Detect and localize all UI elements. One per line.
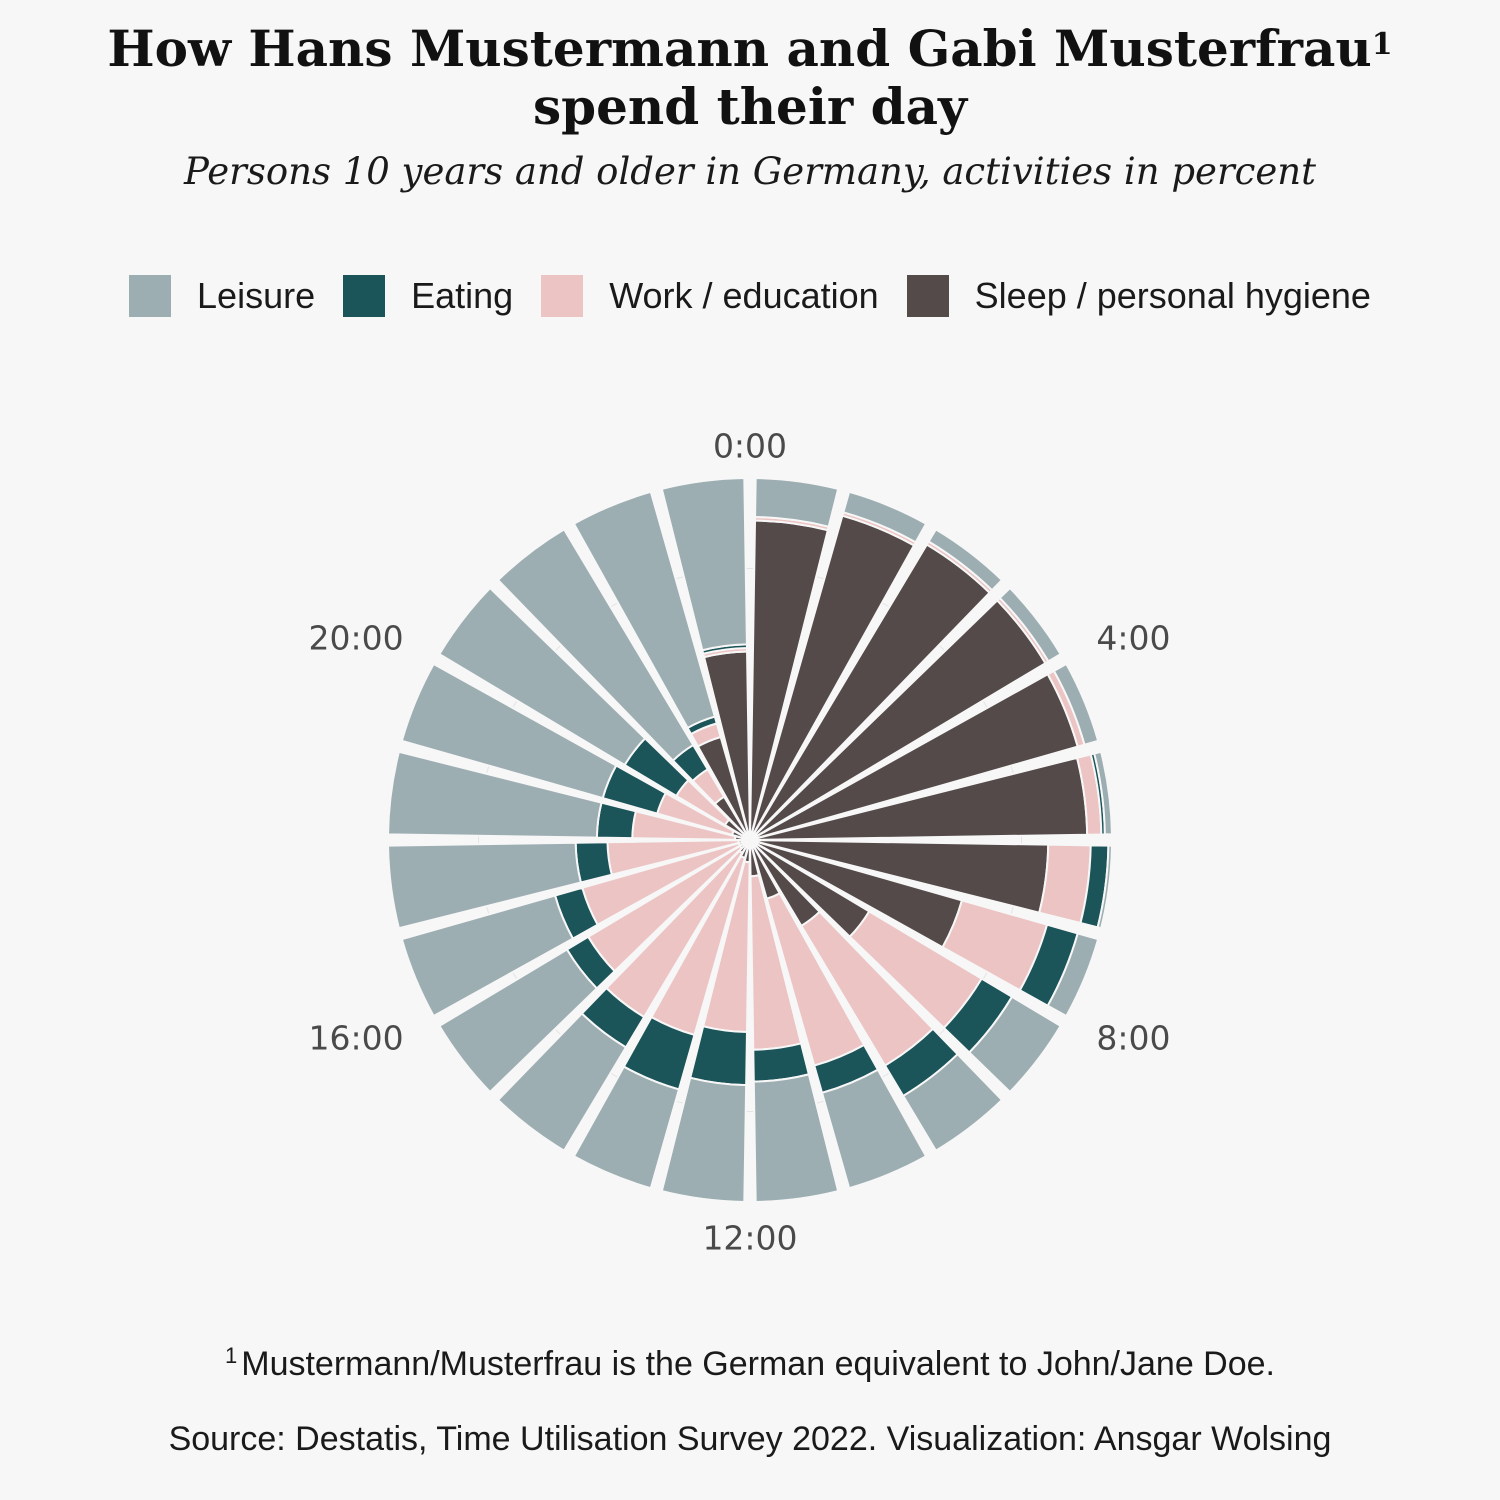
title-line-2: spend their day: [532, 77, 968, 136]
legend-swatch-leisure: [129, 275, 172, 317]
legend-item-sleep: Sleep / personal hygiene: [906, 275, 1371, 317]
bar-segment-leisure-h8: [967, 995, 1062, 1094]
tick-label-20-00: 20:00: [308, 619, 403, 658]
bar-segment-leisure-h17: [387, 841, 583, 930]
bar-segment-leisure-h14: [496, 1012, 628, 1152]
grid-ring: [478, 568, 1022, 1112]
footnote-mark: 1: [225, 1343, 238, 1368]
bar-segment-eating-h18: [595, 801, 638, 840]
chart-title: How Hans Mustermann and Gabi Musterfrau1…: [0, 20, 1500, 136]
bar-segment-leisure-h0: [754, 477, 840, 528]
legend: Leisure Eating Work / education Sleep / per…: [0, 275, 1500, 317]
bar-segment-leisure-h10: [820, 1068, 928, 1190]
bar-segment-leisure-h18: [387, 750, 603, 839]
legend-swatch-eating: [343, 275, 386, 317]
bar-segment-leisure-h21: [496, 528, 695, 762]
bar-segment-eating-h17: [574, 841, 613, 884]
chart-subtitle: Persons 10 years and older in Germany, a…: [184, 150, 1316, 193]
bar-segment-eating-h12: [689, 1025, 748, 1087]
legend-item-leisure: Leisure: [129, 275, 315, 317]
tick-label-12-00: 12:00: [702, 1219, 797, 1258]
tick-label-0-00: 0:00: [713, 427, 787, 466]
bar-segment-leisure-h5: [1093, 750, 1113, 836]
bar-segment-leisure-h7: [1046, 932, 1100, 1018]
legend-swatch-sleep: [906, 275, 949, 317]
tick-label-8-00: 8:00: [1096, 1019, 1170, 1058]
bar-segment-leisure-h23: [660, 477, 748, 652]
legend-label-eating: Eating: [411, 275, 514, 316]
bar-segment-leisure-h12: [660, 1076, 748, 1203]
bar-segment-leisure-h4: [1052, 662, 1100, 746]
bar-segment-leisure-h11: [752, 1073, 840, 1203]
title-line-1: How Hans Mustermann and Gabi Musterfrau: [107, 19, 1372, 78]
footnote: 1 Mustermann/Musterfrau is the German equ…: [0, 1343, 1500, 1384]
bar-segment-leisure-h22: [572, 490, 717, 730]
legend-label-work: Work / education: [609, 275, 879, 316]
bar-segment-leisure-h13: [572, 1065, 681, 1190]
legend-label-sleep: Sleep / personal hygiene: [974, 275, 1371, 316]
legend-item-work: Work / education: [541, 275, 879, 317]
source-note: Source: Destatis, Time Utilisation Surve…: [168, 1420, 1332, 1458]
bar-segment-leisure-h15: [438, 948, 599, 1094]
bar-segment-leisure-h2: [927, 528, 1004, 592]
bar-segment-leisure-h16: [400, 894, 575, 1018]
bar-segment-leisure-h6: [1096, 844, 1113, 930]
title-footnote-mark: 1: [1371, 27, 1393, 62]
legend-item-eating: Eating: [343, 275, 513, 317]
bar-segment-leisure-h3: [998, 586, 1062, 663]
legend-swatch-work: [541, 275, 584, 317]
bar-segment-leisure-h20: [438, 586, 647, 767]
legend-label-leisure: Leisure: [197, 275, 316, 316]
tick-label-16-00: 16:00: [308, 1019, 403, 1058]
tick-label-4-00: 4:00: [1096, 619, 1170, 658]
bar-segment-leisure-h19: [400, 662, 618, 800]
bar-segment-leisure-h9: [901, 1052, 1004, 1152]
footnote-text: Mustermann/Musterfrau is the German equi…: [241, 1345, 1275, 1383]
bar-segment-leisure-h1: [842, 490, 928, 544]
